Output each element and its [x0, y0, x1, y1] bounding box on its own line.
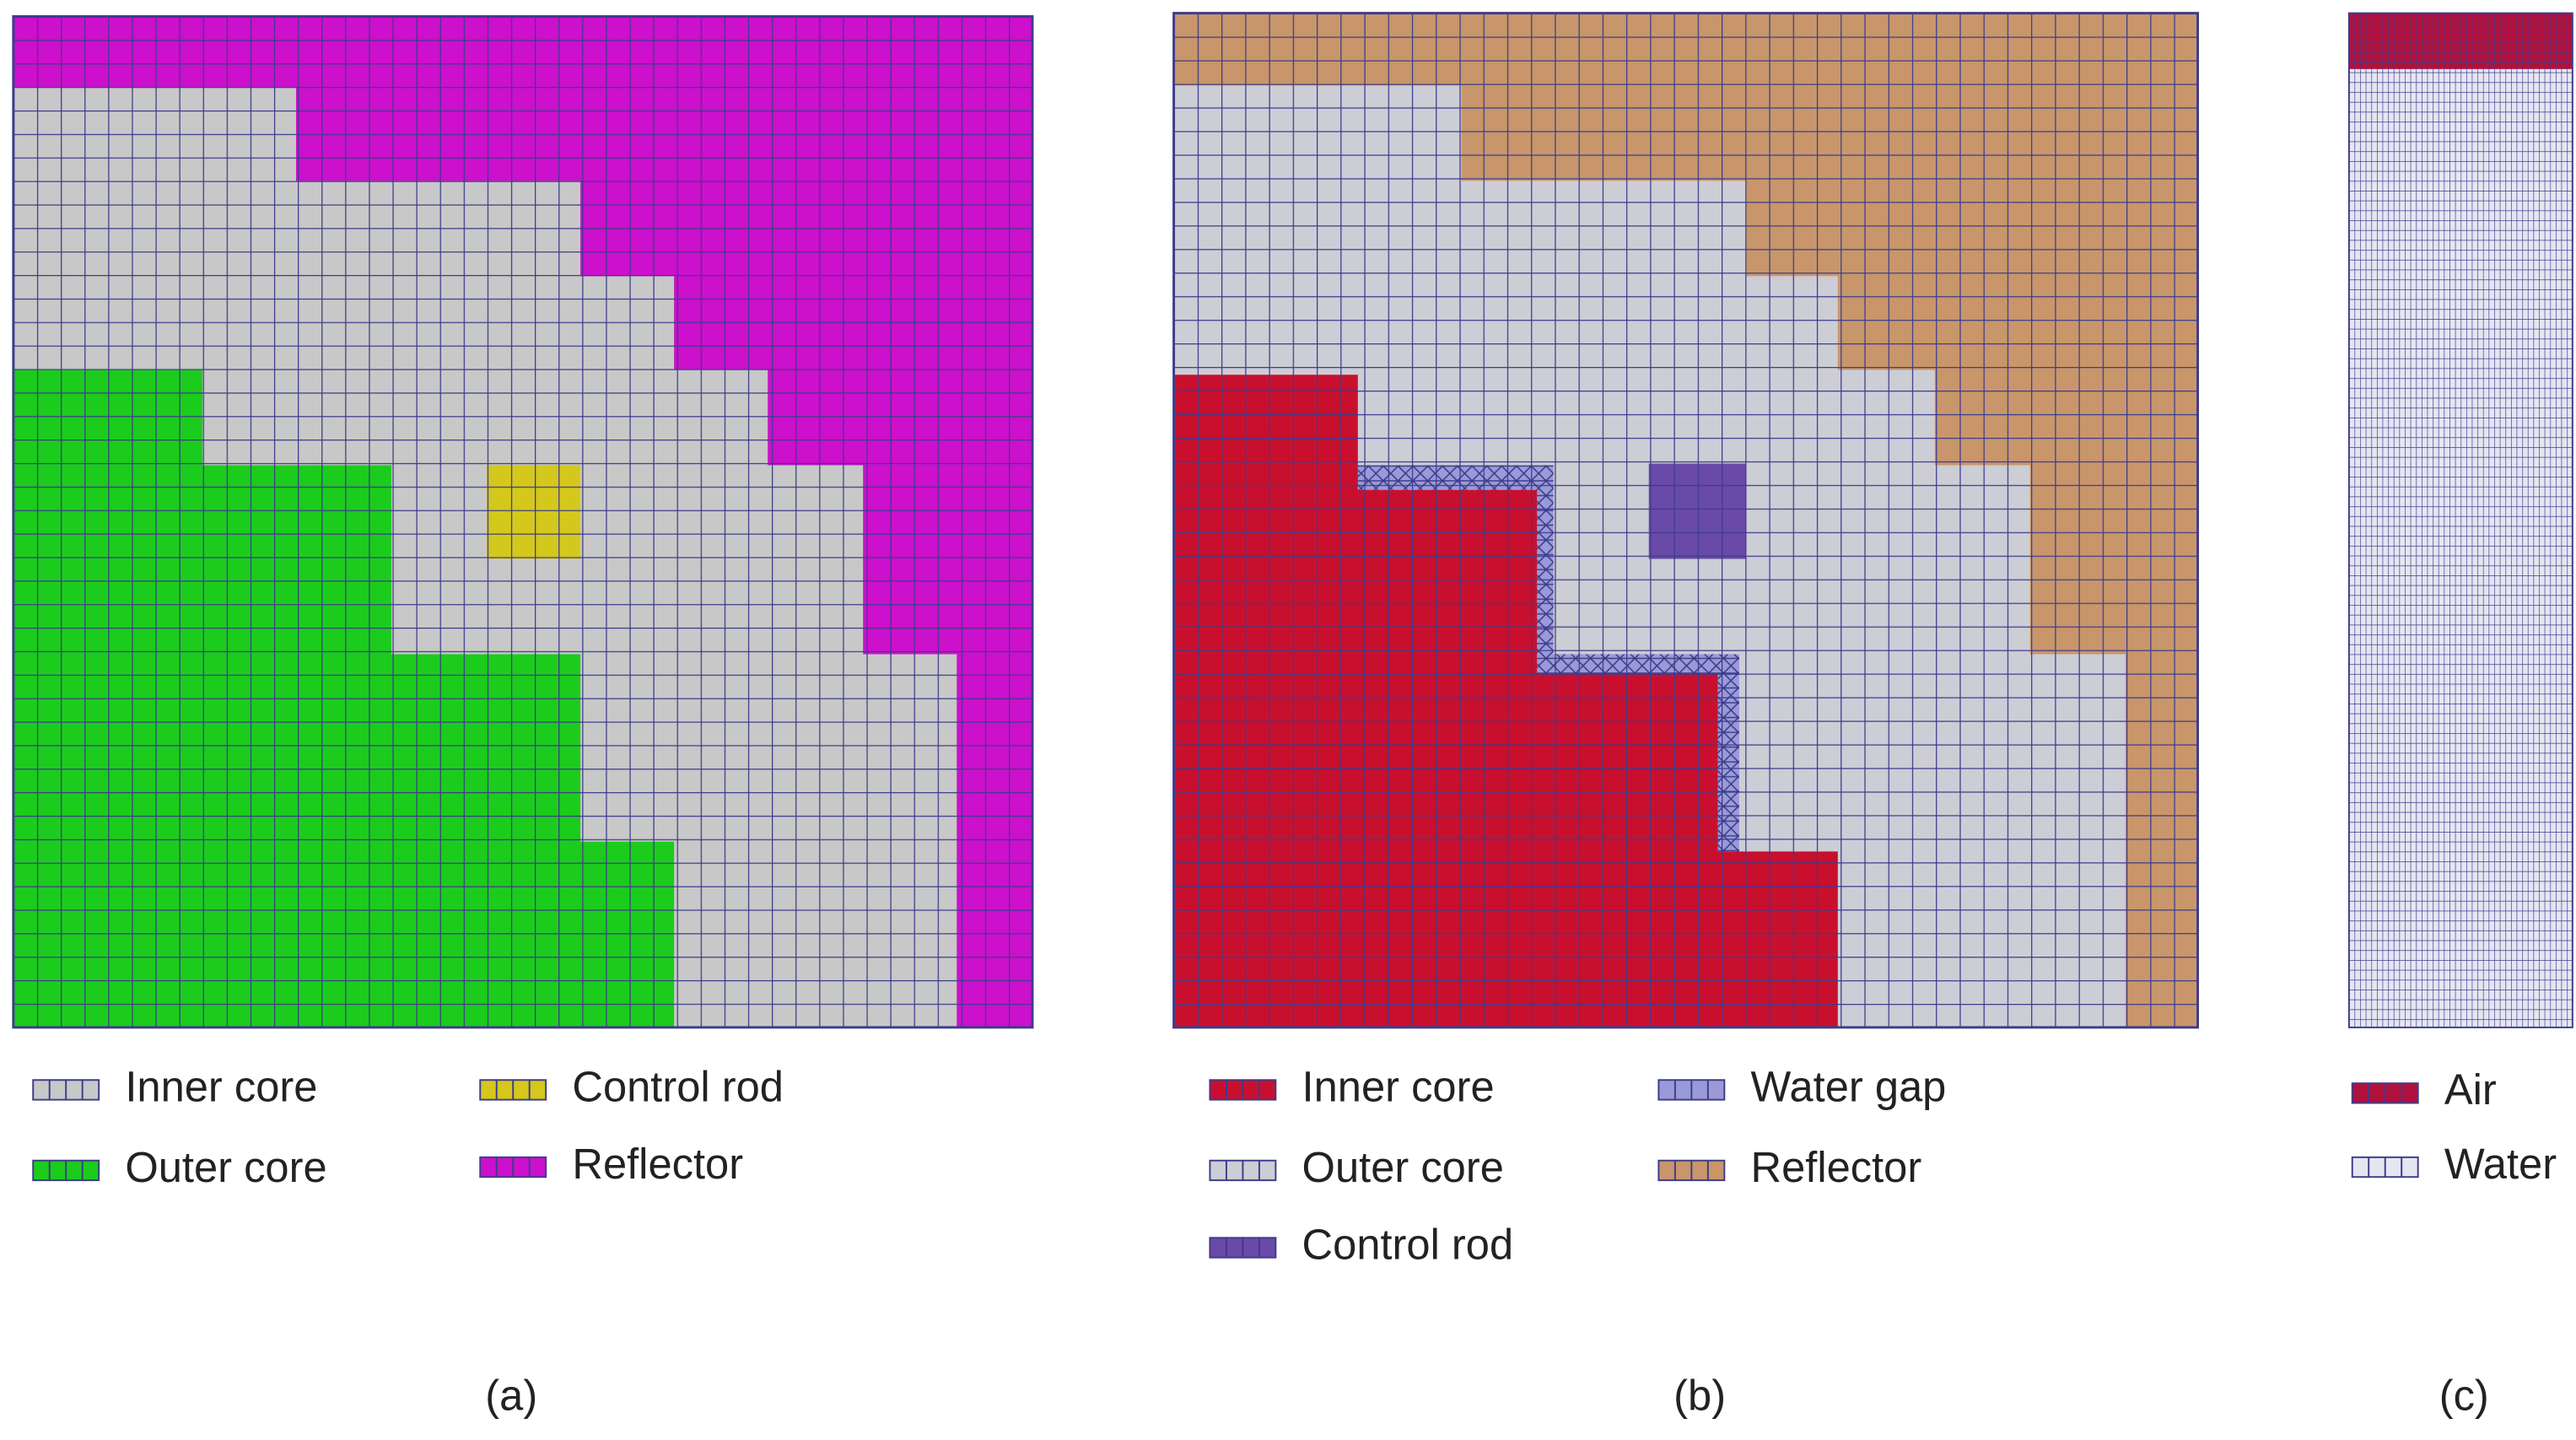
legend-label: Inner core — [125, 1062, 317, 1110]
legend-label: Inner core — [1302, 1062, 1495, 1110]
water-gap-mesh — [1357, 465, 1739, 852]
mesh-grid — [1172, 12, 2200, 1029]
legend-label: Outer core — [125, 1143, 326, 1191]
legend-label: Air — [2444, 1065, 2497, 1114]
legend-label: Reflector — [1751, 1143, 1922, 1191]
legend-label: Control rod — [572, 1062, 784, 1110]
mesh-a — [12, 15, 1034, 1029]
legend-label: Water — [2444, 1140, 2557, 1188]
legend-label: Outer core — [1302, 1143, 1504, 1191]
mesh-grid — [12, 15, 1034, 1029]
legend-label: Water gap — [1751, 1062, 1947, 1110]
panel-caption: (c) — [2439, 1372, 2489, 1420]
legend-label: Reflector — [572, 1140, 743, 1188]
panel-caption: (b) — [1673, 1372, 1726, 1420]
mesh-c — [2347, 12, 2573, 1028]
mesh-grid — [2347, 12, 2573, 1028]
legend-label: Control rod — [1302, 1220, 1514, 1268]
legends: Inner core Control rod Outer core Reflector… — [32, 1062, 2557, 1420]
mesh-b — [1172, 12, 2200, 1029]
panel-caption: (a) — [485, 1372, 537, 1420]
